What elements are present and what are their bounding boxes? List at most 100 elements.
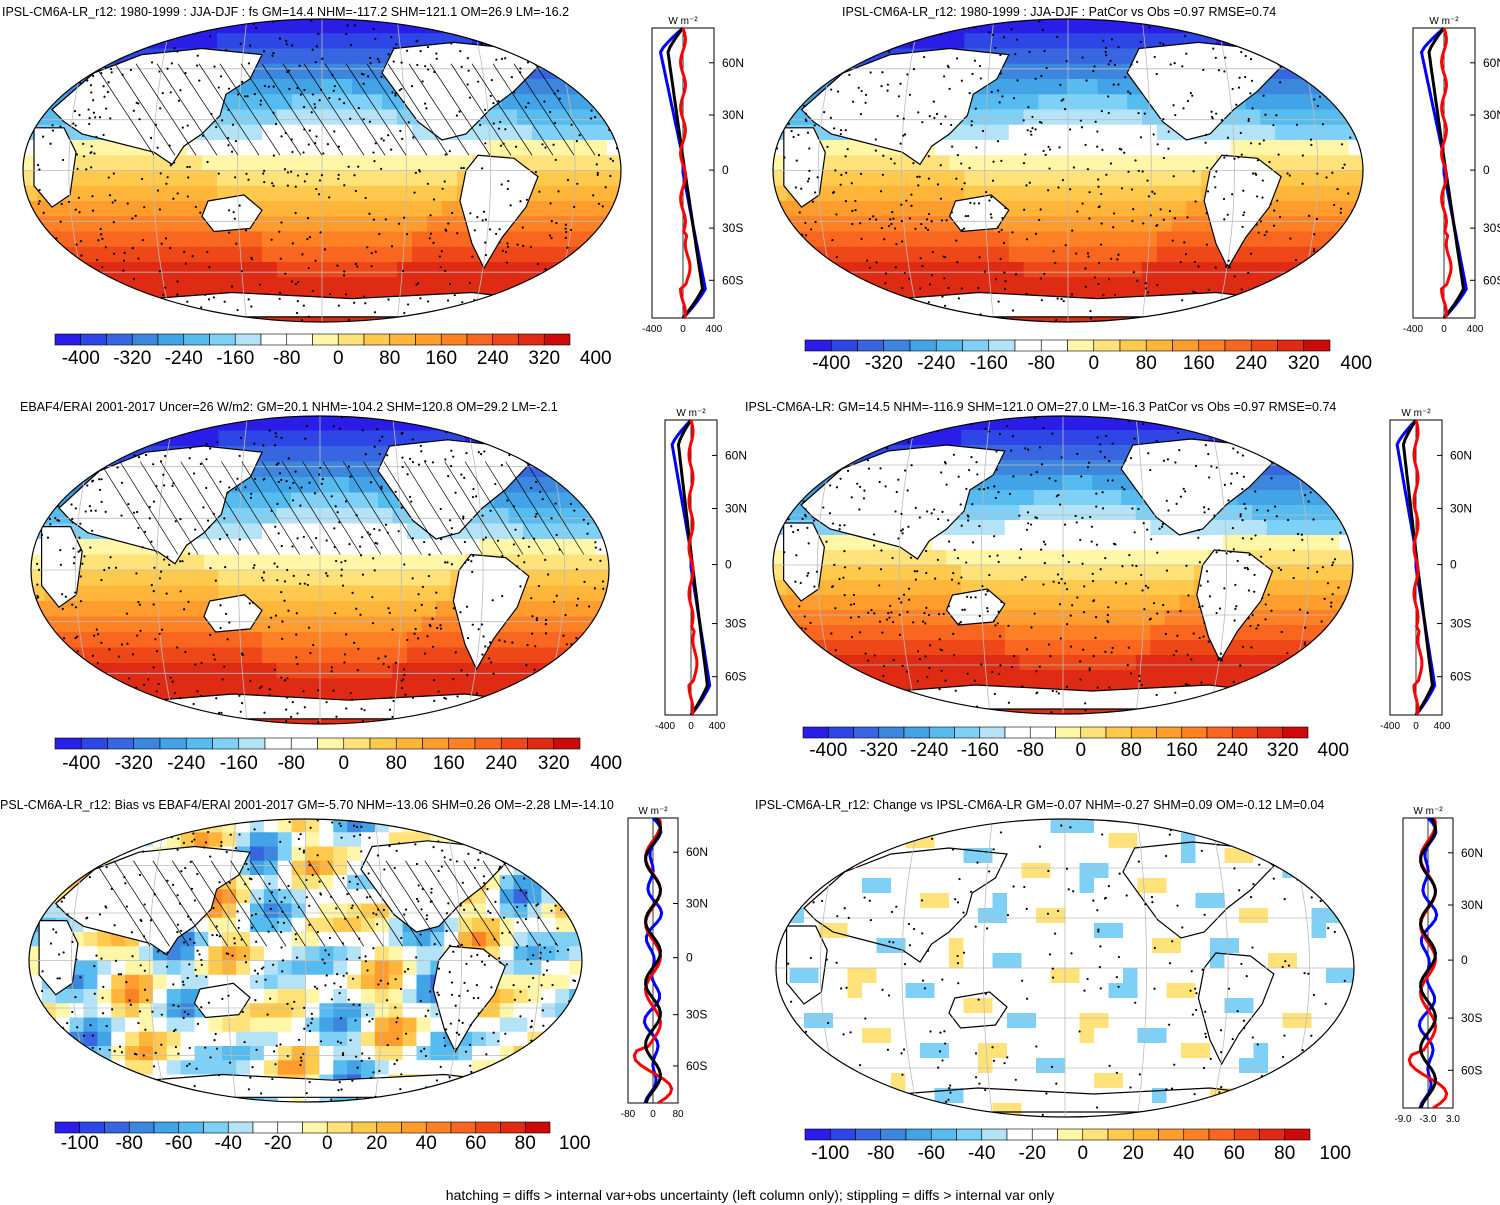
field-cell: [1097, 231, 1114, 248]
stipple-dot: [184, 650, 187, 654]
stipple-dot: [797, 133, 800, 136]
stipple-dot: [288, 486, 292, 489]
stipple-dot: [581, 249, 584, 252]
stipple-dot: [783, 156, 786, 159]
stipple-dot: [77, 679, 81, 682]
field-cell: [217, 231, 233, 248]
field-cell: [607, 140, 621, 157]
field-cell: [37, 246, 53, 263]
stipple-dot: [169, 247, 172, 250]
stipple-dot: [188, 457, 191, 460]
stipple-dot: [439, 507, 442, 511]
stipple-dot: [321, 478, 324, 481]
stipple-dot: [135, 101, 138, 104]
stipple-dot: [308, 236, 312, 239]
field-cell: [172, 201, 188, 218]
field-cell: [307, 79, 323, 96]
field-cell: [816, 63, 833, 80]
field-cell: [97, 292, 113, 309]
stipple-dot: [294, 470, 297, 473]
field-cell: [1319, 33, 1336, 50]
stipple-dot: [34, 270, 38, 273]
field-cell: [277, 201, 293, 218]
stipple-dot: [577, 279, 580, 282]
field-cell: [233, 678, 249, 695]
stipple-dot: [968, 166, 971, 170]
field-cell: [1142, 185, 1158, 202]
field-cell: [31, 663, 46, 680]
stipple-dot: [43, 27, 46, 30]
field-cell: [82, 19, 98, 35]
field-cell: [247, 277, 263, 294]
field-cell: [262, 585, 278, 602]
field-cell: [363, 616, 379, 633]
field-cell: [1290, 216, 1306, 233]
stipple-dot: [796, 54, 799, 57]
field-cell: [1186, 231, 1203, 248]
stipple-dot: [36, 583, 39, 586]
stipple-dot: [591, 247, 594, 250]
stipple-dot: [988, 31, 991, 34]
stipple-dot: [504, 57, 507, 60]
field-cell: [88, 539, 104, 556]
field-cell: [979, 94, 995, 111]
field-cell: [31, 508, 46, 525]
field-cell: [994, 19, 1010, 35]
stipple-dot: [955, 177, 958, 180]
field-cell: [1319, 231, 1336, 248]
stipple-dot: [62, 637, 66, 640]
field-cell: [292, 63, 308, 80]
stipple-dot: [224, 566, 227, 569]
stipple-dot: [194, 528, 197, 531]
field-cell: [1319, 246, 1336, 263]
field-cell: [816, 307, 833, 322]
stipple-dot: [963, 227, 966, 230]
stipple-dot: [530, 26, 533, 29]
field-cell: [1082, 201, 1099, 218]
field-cell: [292, 201, 308, 218]
stipple-dot: [278, 37, 282, 40]
stipple-dot: [595, 163, 598, 166]
field-cell: [1053, 231, 1069, 248]
field-cell: [607, 19, 621, 35]
field-cell: [322, 216, 338, 233]
field-cell: [322, 140, 338, 157]
stipple-dot: [206, 160, 209, 164]
stipple-dot: [433, 699, 436, 702]
stipple-dot: [101, 20, 104, 23]
field-cell: [566, 570, 582, 587]
stipple-dot: [1113, 63, 1117, 66]
stipple-dot: [1223, 156, 1226, 159]
stipple-dot: [846, 148, 849, 151]
stipple-dot: [1362, 209, 1363, 213]
stipple-dot: [458, 429, 461, 432]
stipple-dot: [1162, 156, 1166, 160]
stipple-dot: [401, 137, 404, 140]
stipple-dot: [808, 169, 811, 172]
stipple-dot: [60, 55, 63, 58]
field-cell: [1245, 124, 1262, 141]
field-cell: [1349, 155, 1363, 172]
field-cell: [291, 663, 307, 680]
field-cell: [407, 678, 423, 695]
stipple-dot: [556, 675, 560, 678]
stipple-dot: [459, 50, 462, 53]
field-cell: [23, 216, 38, 233]
map-border: [22, 18, 622, 323]
stipple-dot: [391, 628, 394, 631]
stipple-dot: [173, 705, 177, 708]
stipple-dot: [1234, 321, 1237, 322]
field-cell: [421, 554, 437, 571]
stipple-dot: [607, 316, 610, 320]
stipple-dot: [307, 315, 310, 318]
stipple-dot: [247, 298, 250, 301]
stipple-dot: [918, 175, 921, 178]
stipple-dot: [223, 517, 226, 520]
stipple-dot: [1076, 210, 1079, 213]
stipple-dot: [835, 256, 838, 259]
stipple-dot: [1100, 110, 1103, 113]
field-cell: [920, 185, 936, 202]
stipple-dot: [1097, 178, 1100, 181]
field-cell: [1186, 170, 1203, 187]
stipple-dot: [1071, 229, 1074, 232]
